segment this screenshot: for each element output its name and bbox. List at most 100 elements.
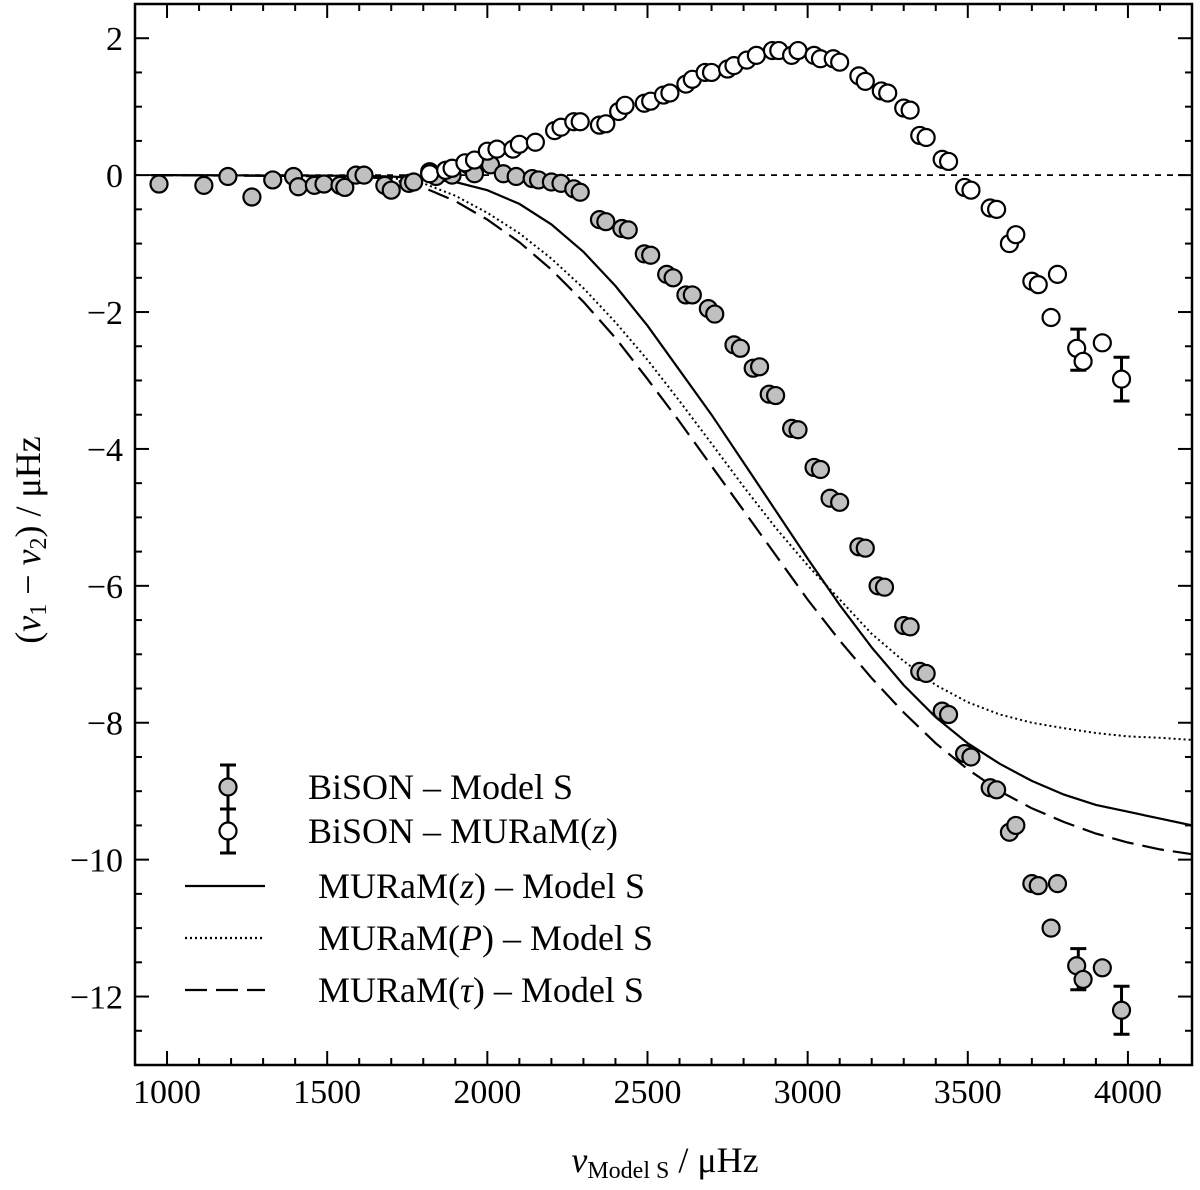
series-line-solid [150, 174, 1192, 827]
x-tick-label: 1500 [293, 1074, 361, 1111]
point-bison-model-s [682, 285, 702, 305]
y-tick-label: 0 [106, 158, 123, 195]
point-bison-model-s [218, 166, 238, 187]
point-bison-model-s [938, 704, 959, 725]
point-bison-muram-z [938, 151, 959, 172]
legend-label-part: ) – Model S [473, 970, 644, 1010]
y-axis-title-close: ) [8, 526, 48, 538]
point-bison-model-s [506, 166, 526, 187]
point-bison-muram-z [525, 132, 545, 152]
legend-label-part: ) – Model S [482, 918, 653, 958]
y-axis-title-unit: / μHz [8, 436, 48, 525]
legend-label-part: ) [606, 811, 618, 851]
legend-label-part: BiSON – MURaM( [308, 811, 592, 851]
y-axis-title-open: ( [8, 632, 48, 644]
point-bison-model-s [916, 663, 936, 684]
axes: 1000 1500 2000 2500 3000 3500 4000 −12 −10 −8 −6 −4… [70, 2, 1194, 1111]
point-bison-muram-z [1092, 333, 1112, 353]
legend-label: MURaM(z) – Model S [318, 866, 645, 906]
legend-label-part: z [459, 866, 474, 906]
x-tick-label: 3000 [774, 1074, 842, 1111]
legend-label-part: MURaM( [318, 918, 460, 958]
y-axis-title-sym2: ν [8, 549, 48, 565]
x-tick-label: 4000 [1094, 1074, 1162, 1111]
point-bison-model-s [570, 182, 590, 202]
point-bison-model-s [149, 174, 169, 194]
point-bison-muram-z [900, 100, 920, 120]
data-points [149, 40, 1132, 1036]
point-bison-muram-z [464, 150, 485, 170]
y-tick-label: −2 [87, 295, 123, 332]
x-axis-title-unit: / μHz [669, 1140, 758, 1180]
point-bison-muram-z [596, 114, 616, 134]
legend-label-part: P [459, 918, 482, 958]
legend-label-part: τ [460, 970, 474, 1010]
y-tick-label: −8 [87, 706, 123, 743]
point-bison-model-s [618, 220, 638, 240]
point-bison-model-s [1047, 874, 1068, 894]
legend-marker [218, 821, 238, 841]
legend-label-part: MURaM( [318, 970, 460, 1010]
plot-frame [133, 2, 1194, 1067]
x-tick-label: 2500 [613, 1074, 681, 1111]
y-axis-title-sub1: 1 [26, 604, 52, 616]
legend-label: BiSON – MURaM(z) [308, 811, 618, 851]
point-bison-muram-z [878, 83, 898, 103]
y-tick-label: −12 [70, 980, 123, 1017]
point-bison-muram-z [660, 83, 680, 103]
y-axis-title-sym1: ν [8, 616, 48, 632]
point-bison-model-s [900, 617, 920, 637]
point-bison-model-s [354, 165, 374, 185]
point-bison-model-s [749, 357, 770, 377]
point-bison-muram-z [420, 164, 440, 184]
legend-label-part: MURaM( [318, 866, 460, 906]
point-bison-muram-z [1111, 369, 1132, 389]
point-bison-model-s [242, 187, 262, 207]
point-bison-model-s [1092, 958, 1112, 978]
y-axis-title: (ν1 − ν2) / μHz [8, 436, 52, 644]
point-bison-muram-z [487, 139, 507, 159]
point-bison-model-s [810, 459, 831, 480]
point-bison-model-s [705, 304, 725, 324]
legend-entry: MURaM(τ) – Model S [185, 970, 644, 1010]
y-tick-label: −6 [87, 569, 123, 606]
legend-label: MURaM(P) – Model S [318, 918, 653, 958]
legend-marker [218, 777, 238, 797]
point-bison-model-s [641, 245, 661, 265]
point-bison-model-s [381, 180, 401, 200]
point-bison-muram-z [961, 180, 981, 200]
point-bison-model-s [314, 174, 334, 194]
point-bison-muram-z [987, 199, 1007, 219]
point-bison-model-s [288, 177, 308, 197]
point-bison-model-s [730, 338, 750, 358]
x-tick-label: 3500 [934, 1074, 1002, 1111]
point-bison-muram-z [509, 134, 529, 154]
point-bison-model-s [874, 577, 895, 597]
point-bison-muram-z [570, 112, 590, 132]
x-tick-label: 2000 [453, 1074, 521, 1111]
y-tick-label: 2 [106, 21, 123, 58]
y-axis-title-sub2: 2 [26, 538, 52, 550]
x-tick-label: 1000 [133, 1074, 201, 1111]
point-bison-model-s [766, 385, 786, 406]
point-bison-model-s [1073, 969, 1093, 990]
x-axis-title-symbol: ν [571, 1140, 587, 1180]
point-bison-muram-z [1006, 225, 1026, 245]
point-bison-muram-z [788, 40, 808, 61]
legend-label-part: ) – Model S [474, 866, 645, 906]
point-bison-muram-z [855, 71, 875, 91]
point-bison-model-s [830, 492, 850, 512]
point-bison-model-s [335, 177, 355, 198]
legend-label: BiSON – Model S [308, 767, 573, 807]
point-bison-model-s [1006, 815, 1026, 836]
point-bison-muram-z [1028, 275, 1048, 295]
point-bison-model-s [961, 747, 981, 767]
point-bison-model-s [263, 170, 283, 190]
y-tick-label: −4 [87, 432, 123, 469]
point-bison-model-s [194, 175, 214, 195]
legend-entry: MURaM(z) – Model S [185, 866, 645, 906]
point-bison-model-s [1028, 876, 1048, 896]
legend-label: MURaM(τ) – Model S [318, 970, 644, 1010]
